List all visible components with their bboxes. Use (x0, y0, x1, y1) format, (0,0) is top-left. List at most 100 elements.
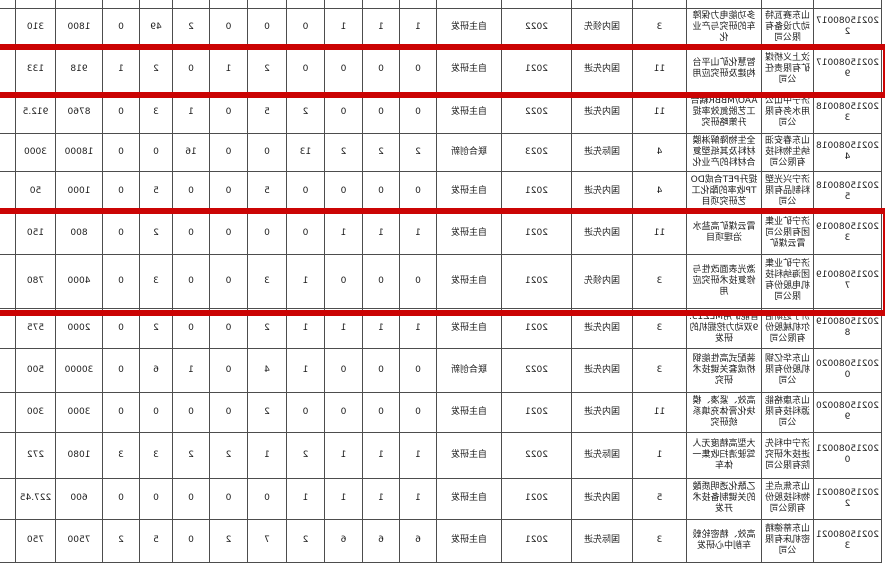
cell-value-5: 1 (247, 432, 287, 478)
cell-value-10: 1000 (55, 171, 103, 212)
cell-value-9: 3 (102, 432, 140, 478)
cell-blank (0, 478, 16, 519)
cell-value-9: 0 (102, 171, 140, 212)
cell-value-11: 500 (15, 348, 56, 392)
cell-value-4: 0 (286, 212, 325, 254)
cell-year: 2021 (501, 308, 572, 348)
cell-blank (15, 0, 56, 8)
cell-value-8: 3 (139, 92, 173, 133)
table-row: 202150800197 济宁矿业集团海纳科技机电股份有限公司 激光表面改性与修复技… (0, 254, 882, 308)
cell-count: 11 (632, 392, 687, 432)
cell-value-1: 1 (399, 308, 437, 348)
cell-value-6: 0 (209, 8, 248, 46)
cell-value-3: 0 (324, 92, 363, 133)
cell-mode: 自主研发 (436, 392, 502, 432)
cell-company: 山东焦点生物科技股份有限公司 (761, 478, 814, 519)
cell-value-7: 0 (172, 46, 210, 92)
cell-value-8: 2 (139, 308, 173, 348)
cell-value-8: 0 (139, 392, 173, 432)
cell-blank (571, 0, 633, 8)
cell-blank (436, 0, 502, 8)
cell-value-6: 0 (209, 254, 248, 308)
cell-project: 大型高精度无人驾驶清扫收集一体车 (686, 432, 762, 478)
cell-value-5: 5 (247, 171, 287, 212)
cell-company: 济宁兴光塑料制品有限公司 (761, 171, 814, 212)
cell-value-10: 8760 (55, 92, 103, 133)
cell-value-7: 0 (172, 308, 210, 348)
cell-value-5: 2 (247, 392, 287, 432)
cell-value-2: 0 (362, 392, 400, 432)
cell-company: 济宁矿业集团有限公司霄云煤矿 (761, 212, 814, 254)
cell-value-7: 0 (172, 478, 210, 519)
cell-value-8: 3 (139, 432, 173, 478)
cell-blank (399, 0, 437, 8)
cell-value-9: 0 (102, 212, 140, 254)
cell-value-2: 1 (362, 478, 400, 519)
cell-value-1: 1 (399, 478, 437, 519)
cell-project: 乙酰化透明质酸的关键制备技术开发 (686, 478, 762, 519)
cell-blank (761, 0, 814, 8)
cell-value-8: 5 (139, 519, 173, 562)
cell-value-1: 1 (399, 432, 437, 478)
cell-value-7: 2 (172, 432, 210, 478)
cell-id: 202150800212 (813, 478, 882, 519)
cell-value-7: 0 (172, 171, 210, 212)
cell-year: 2021 (501, 46, 572, 92)
cell-value-8: 6 (139, 348, 173, 392)
cell-project: 多功能电力保障车的研究与产业化 (686, 8, 762, 46)
cell-value-8: 2 (139, 46, 173, 92)
cell-year: 2023 (501, 133, 572, 171)
cell-value-4: 1 (286, 254, 325, 308)
cell-count: 11 (632, 92, 687, 133)
cell-value-6: 1 (209, 46, 248, 92)
cell-value-2: 6 (362, 519, 400, 562)
cell-value-5: 5 (247, 92, 287, 133)
cell-level: 国内先进 (571, 212, 633, 254)
cell-count: 3 (632, 348, 687, 392)
cell-blank (0, 212, 16, 254)
cell-mode: 联合创新 (436, 133, 502, 171)
cell-blank (0, 432, 16, 478)
cell-count: 1 (632, 432, 687, 478)
table-row: 202150800200 山东华亿钢机股份有限公司 装配式高性能钢桥成套关键技术研究… (0, 348, 882, 392)
cell-blank (0, 8, 16, 46)
cell-value-6: 2 (209, 432, 248, 478)
cell-value-6: 0 (209, 92, 248, 133)
cell-id: 202150800210 (813, 432, 882, 478)
cell-value-6: 0 (209, 212, 248, 254)
table-row: 202150800213 山东蒂德精密机床有限公司 高效、精密轮毂车削中心研发 3 国际… (0, 519, 882, 562)
cell-level: 国内领先 (571, 8, 633, 46)
cell-value-9: 0 (102, 92, 140, 133)
cell-id: 202150800197 (813, 254, 882, 308)
cell-company: 山东蒂德精密机床有限公司 (761, 519, 814, 562)
cell-value-2: 0 (362, 171, 400, 212)
cell-value-5: 2 (247, 46, 287, 92)
cell-project: 装配式高性能钢桥成套关键技术研究 (686, 348, 762, 392)
cell-value-2: 0 (362, 46, 400, 92)
cell-company: 济宁矿业集团海纳科技机电股份有限公司 (761, 254, 814, 308)
table-row: 202150800172 山东赛瓦特动力设备有限公司 多功能电力保障车的研究与产业化… (0, 8, 882, 46)
cell-value-1: 1 (399, 212, 437, 254)
cell-blank (0, 46, 16, 92)
table-row: 202150800184 山东春安沺纳生物科技有限公司 全生物降解淋膜材料及其纸塑复… (0, 133, 882, 171)
cell-value-10: 918 (55, 46, 103, 92)
cell-project: 提升PET合成DOTP收率的酯化工艺研究项目 (686, 171, 762, 212)
cell-id: 202150800200 (813, 348, 882, 392)
table-row: 202150800198 济宁迈斯伯尔机械股份有限公司 智能矿用MEZ15.9双动力… (0, 308, 882, 348)
cell-value-11: 575 (15, 308, 56, 348)
cell-count: 3 (632, 8, 687, 46)
cell-value-4: 2 (286, 92, 325, 133)
cell-year: 2022 (501, 348, 572, 392)
cell-level: 国内先进 (571, 478, 633, 519)
cell-mode: 自主研发 (436, 8, 502, 46)
cell-value-5: 4 (247, 348, 287, 392)
cell-mode: 自主研发 (436, 212, 502, 254)
cell-value-5: 0 (247, 478, 287, 519)
cell-level: 国内先进 (571, 171, 633, 212)
cell-blank (632, 0, 687, 8)
cell-value-10: 30000 (55, 348, 103, 392)
cell-value-7: 16 (172, 133, 210, 171)
cell-value-6: 0 (209, 478, 248, 519)
